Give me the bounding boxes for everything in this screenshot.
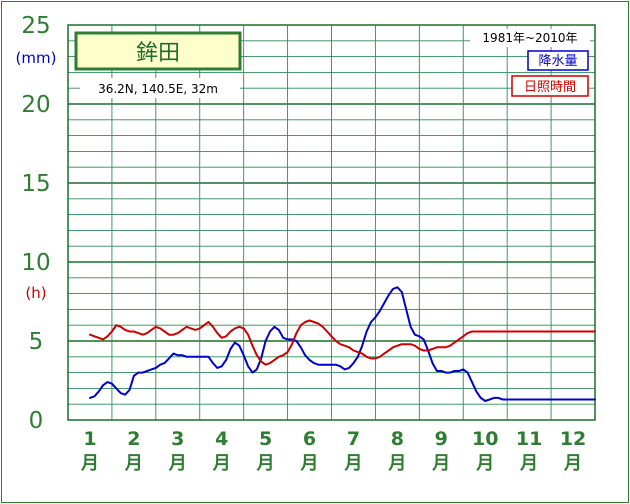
x-tick-number: 6 — [303, 428, 316, 450]
location-text: 36.2N, 140.5E, 32m — [98, 82, 218, 96]
series-line-precipitation — [89, 286, 596, 402]
y-tick-label: 5 — [29, 329, 44, 355]
x-tick-unit: 月 — [80, 453, 99, 474]
y-tick-labels: 0 5 10 15 20 25 — [21, 13, 50, 434]
station-name: 鉾田 — [136, 41, 180, 66]
legend-sun-box — [511, 75, 589, 97]
x-tick-unit: 月 — [431, 453, 450, 474]
x-tick-unit: 月 — [124, 453, 143, 474]
station-box-frame — [74, 31, 242, 71]
series-line-sunshine — [89, 319, 596, 366]
x-tick-unit: 月 — [519, 453, 538, 474]
x-tick-unit: 月 — [475, 453, 494, 474]
x-tick-unit: 月 — [563, 453, 582, 474]
station-box: 鉾田 — [74, 31, 242, 71]
y-tick-label: 20 — [21, 92, 50, 118]
period-text: 1981年~2010年 — [482, 31, 577, 45]
x-tick-number: 4 — [215, 428, 228, 450]
x-tick-number: 5 — [259, 428, 272, 450]
y-tick-label: 25 — [21, 13, 50, 39]
y-unit-precip: (mm) — [16, 49, 57, 67]
series-lines — [89, 286, 596, 402]
y-tick-label: 15 — [21, 171, 50, 197]
x-tick-number: 1 — [83, 428, 96, 450]
legend-sun-label: 日照時間 — [524, 80, 576, 95]
x-tick-number: 3 — [171, 428, 184, 450]
x-tick-unit: 月 — [256, 453, 275, 474]
x-tick-unit: 月 — [168, 453, 187, 474]
x-tick-number: 9 — [435, 428, 448, 450]
period-bg — [470, 29, 590, 47]
legend-precip-box — [527, 50, 589, 71]
x-tick-number: 8 — [391, 428, 404, 450]
x-tick-labels: 1 月 2 月 3 月 4 月 5 月 6 月 7 月 8 月 9 月 10 月 11 月 12 月 — [80, 428, 586, 474]
legend: 降水量 日照時間 — [511, 50, 589, 97]
y-unit-sun: (h) — [25, 284, 46, 302]
x-tick-number: 7 — [347, 428, 360, 450]
legend-precip-label: 降水量 — [538, 54, 577, 69]
x-tick-unit: 月 — [387, 453, 406, 474]
x-tick-unit: 月 — [343, 453, 362, 474]
y-tick-label: 0 — [29, 408, 44, 434]
x-tick-number: 10 — [472, 428, 498, 450]
location-bg — [80, 78, 240, 98]
y-tick-label: 10 — [21, 250, 50, 276]
x-tick-number: 2 — [127, 428, 140, 450]
x-tick-unit: 月 — [212, 453, 231, 474]
plot-border — [67, 24, 596, 421]
x-tick-unit: 月 — [300, 453, 319, 474]
x-tick-number: 11 — [516, 428, 542, 450]
x-tick-number: 12 — [560, 428, 586, 450]
